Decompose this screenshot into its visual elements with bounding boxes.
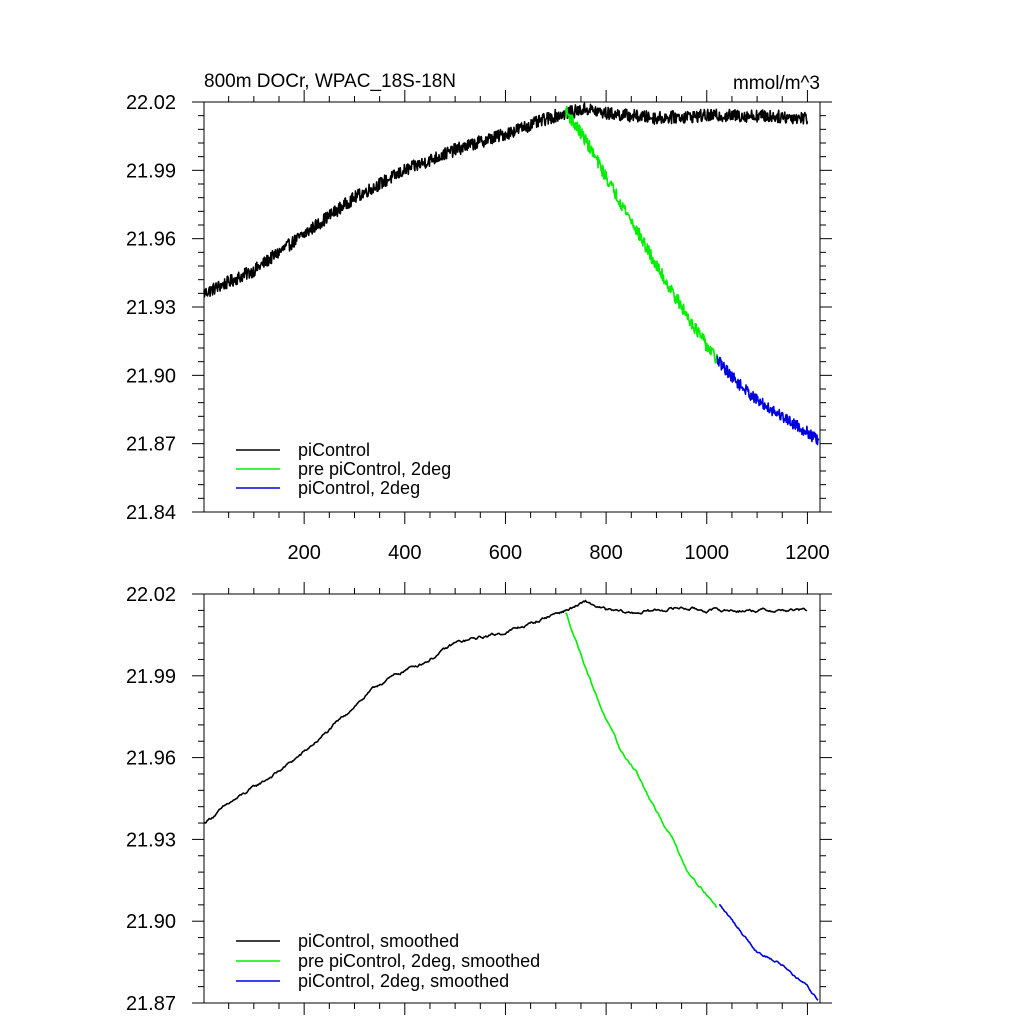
x-tick-label: 800 bbox=[589, 542, 622, 564]
legend-label-picontrol-2deg: piControl, 2deg bbox=[298, 478, 420, 498]
y-tick-label: 21.90 bbox=[126, 911, 176, 933]
series-line-picontrol bbox=[203, 102, 809, 298]
y-tick-label: 21.96 bbox=[126, 229, 176, 251]
y-tick-label: 21.87 bbox=[126, 993, 176, 1015]
y-tick-label: 21.99 bbox=[126, 160, 176, 182]
bottom-series-layer bbox=[203, 599, 819, 1001]
top-series-layer bbox=[203, 102, 820, 446]
units-label: mmol/m^3 bbox=[733, 73, 820, 94]
y-tick-label: 22.02 bbox=[126, 92, 176, 114]
legend-label-pre-picontrol-2deg-smoothed: pre piControl, 2deg, smoothed bbox=[298, 951, 540, 971]
top-plot-panel: 800m DOCr, WPAC_18S-18N mmol/m^3 200 400 6… bbox=[126, 71, 832, 564]
y-tick-label: 22.02 bbox=[126, 584, 176, 606]
y-tick-label: 21.93 bbox=[126, 297, 176, 319]
top-plot-frame bbox=[203, 101, 821, 513]
x-tick-label: 400 bbox=[388, 542, 421, 564]
y-tick-label: 21.96 bbox=[126, 748, 176, 770]
y-tick-label: 21.84 bbox=[126, 502, 176, 524]
x-tick-label: 200 bbox=[287, 542, 320, 564]
x-tick-label: 600 bbox=[489, 542, 522, 564]
x-tick-label: 1000 bbox=[685, 542, 730, 564]
series-line-pre-picontrol-2deg-smoothed bbox=[565, 612, 718, 908]
series-line-picontrol-2deg bbox=[716, 355, 820, 446]
series-line-picontrol-2deg-smoothed bbox=[718, 903, 819, 1001]
bottom-plot-panel: 21.87 21.90 21.93 21.96 21.99 22.02 piControl… bbox=[126, 582, 832, 1015]
bottom-legend: piControl, smoothed pre piControl, 2deg,… bbox=[236, 931, 540, 991]
legend-label-picontrol-2deg-smoothed: piControl, 2deg, smoothed bbox=[298, 971, 509, 991]
bottom-plot-frame bbox=[203, 593, 821, 1004]
plot-title: 800m DOCr, WPAC_18S-18N bbox=[204, 71, 456, 92]
top-tick-layer: 200 400 600 800 1000 1200 21.84 21.87 21.90 21.93… bbox=[126, 90, 832, 564]
series-line-picontrol-smoothed bbox=[203, 599, 808, 824]
x-tick-label: 1200 bbox=[785, 542, 830, 564]
top-legend: piControl pre piControl, 2deg piControl,… bbox=[236, 440, 451, 498]
y-tick-label: 21.99 bbox=[126, 666, 176, 688]
legend-label-picontrol-smoothed: piControl, smoothed bbox=[298, 931, 459, 951]
legend-label-pre-picontrol-2deg: pre piControl, 2deg bbox=[298, 459, 451, 479]
series-line-pre-picontrol-2deg bbox=[565, 105, 718, 364]
bottom-tick-layer: 21.87 21.90 21.93 21.96 21.99 22.02 bbox=[126, 582, 832, 1015]
y-tick-label: 21.90 bbox=[126, 365, 176, 387]
y-tick-label: 21.87 bbox=[126, 434, 176, 456]
legend-label-picontrol: piControl bbox=[298, 440, 370, 460]
y-tick-label: 21.93 bbox=[126, 829, 176, 851]
